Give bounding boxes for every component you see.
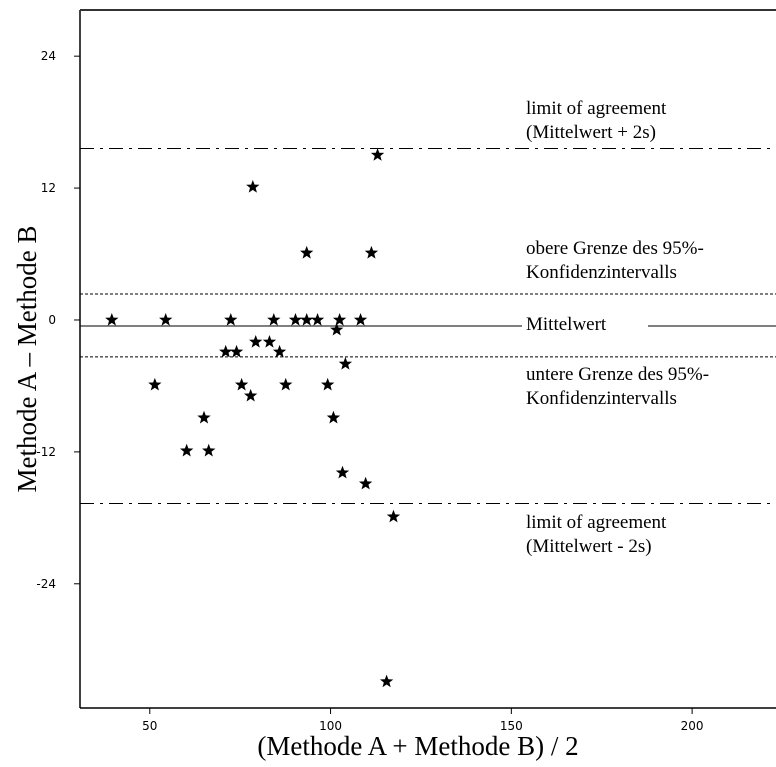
- point: [300, 245, 314, 259]
- y-axis-label: Methode A – Methode B: [12, 226, 42, 493]
- point: [338, 356, 353, 370]
- annotation: limit of agreement: [526, 98, 667, 119]
- point: [370, 148, 385, 161]
- point: [159, 312, 173, 326]
- y-tick-label: -24: [36, 577, 56, 591]
- annotation: Konfidenzintervalls: [526, 388, 677, 409]
- point: [353, 312, 368, 326]
- point: [364, 245, 379, 259]
- point: [335, 465, 350, 479]
- point: [358, 476, 373, 490]
- y-tick-label: 0: [48, 313, 56, 327]
- point: [197, 410, 211, 424]
- x-tick-label: 50: [142, 719, 157, 733]
- point: [244, 388, 258, 402]
- annotation: limit of agreement: [526, 512, 667, 533]
- y-tick-label: 12: [41, 181, 56, 195]
- point: [321, 377, 335, 391]
- point: [300, 312, 314, 326]
- y-tick-label: 24: [41, 49, 56, 63]
- point: [262, 334, 277, 348]
- point: [332, 312, 347, 326]
- point: [246, 179, 260, 193]
- x-tick-label: 200: [681, 719, 704, 733]
- x-tick-label: 100: [319, 719, 342, 733]
- point: [279, 377, 293, 391]
- point: [330, 322, 344, 336]
- point: [379, 674, 394, 688]
- point: [386, 509, 401, 523]
- annotation: (Mittelwert - 2s): [526, 536, 652, 557]
- point: [288, 312, 303, 326]
- annotation: (Mittelwert + 2s): [526, 122, 656, 143]
- annotation: untere Grenze des 95%-: [526, 364, 709, 385]
- point: [249, 334, 263, 348]
- point: [224, 312, 238, 326]
- point: [105, 312, 119, 326]
- x-axis-label: (Methode A + Methode B) / 2: [257, 731, 578, 761]
- x-tick-label: 150: [500, 719, 523, 733]
- point: [326, 410, 341, 424]
- point: [202, 443, 216, 457]
- point: [310, 312, 325, 326]
- point: [219, 344, 233, 358]
- y-tick-label: -12: [36, 445, 56, 459]
- annotation: obere Grenze des 95%-: [526, 238, 704, 259]
- point: [272, 344, 287, 358]
- annotation: Konfidenzintervalls: [526, 262, 677, 283]
- point: [229, 344, 244, 358]
- point: [234, 377, 249, 391]
- point: [180, 443, 194, 457]
- annotation: Mittelwert: [526, 314, 607, 335]
- point: [148, 377, 162, 391]
- point: [267, 312, 281, 326]
